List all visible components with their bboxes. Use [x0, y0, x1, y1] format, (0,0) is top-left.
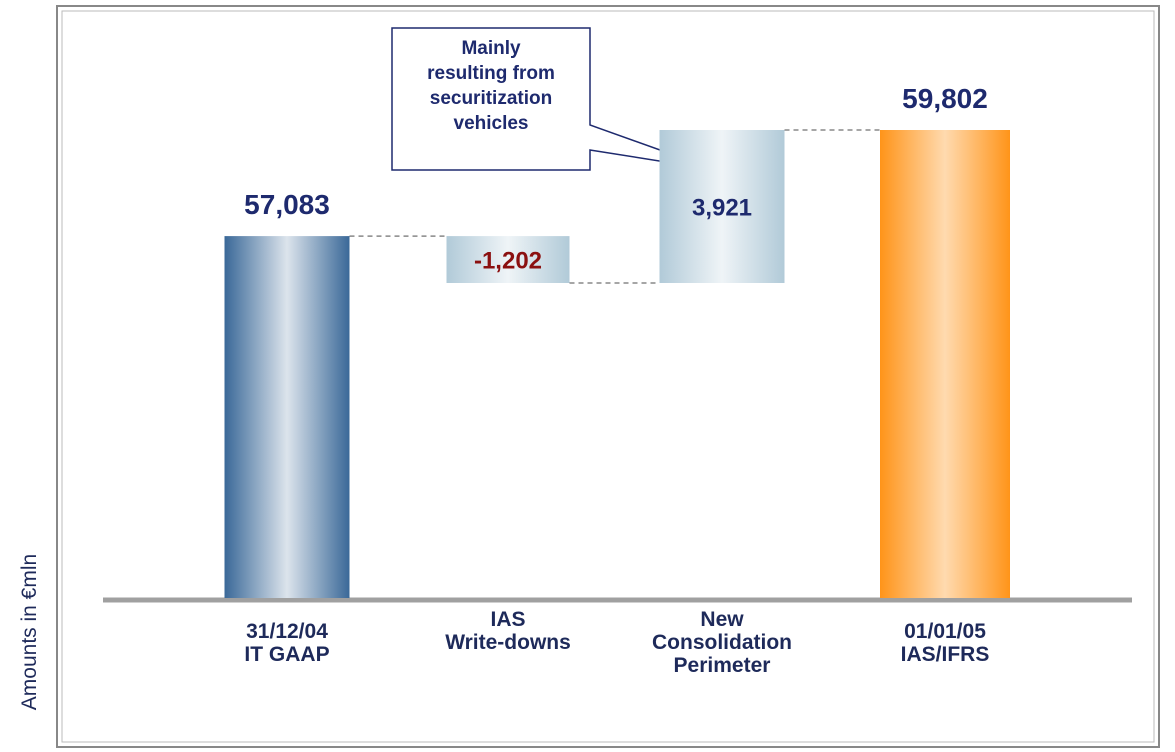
- value-label: -1,202: [474, 248, 542, 275]
- x-tick-label: 01/01/05 IAS/IFRS: [900, 620, 990, 666]
- bar: [224, 236, 350, 598]
- value-label: 57,083: [244, 189, 330, 220]
- callout: [391, 27, 717, 171]
- y-axis-label: Amounts in €mln: [18, 553, 41, 711]
- x-tick-label: New Consolidation Perimeter: [652, 608, 792, 677]
- bar: [446, 236, 570, 283]
- value-label: 3,921: [692, 195, 752, 222]
- x-tick-label: 31/12/04 IT GAAP: [244, 620, 330, 666]
- x-tick-label: IAS Write-downs: [445, 608, 571, 654]
- bar: [659, 130, 785, 283]
- value-label: 59,802: [902, 83, 988, 114]
- annotation: Mainly resulting from securitization veh…: [427, 38, 555, 134]
- frame-inner: [61, 10, 1155, 743]
- bar: [880, 130, 1010, 598]
- frame: [56, 5, 1160, 748]
